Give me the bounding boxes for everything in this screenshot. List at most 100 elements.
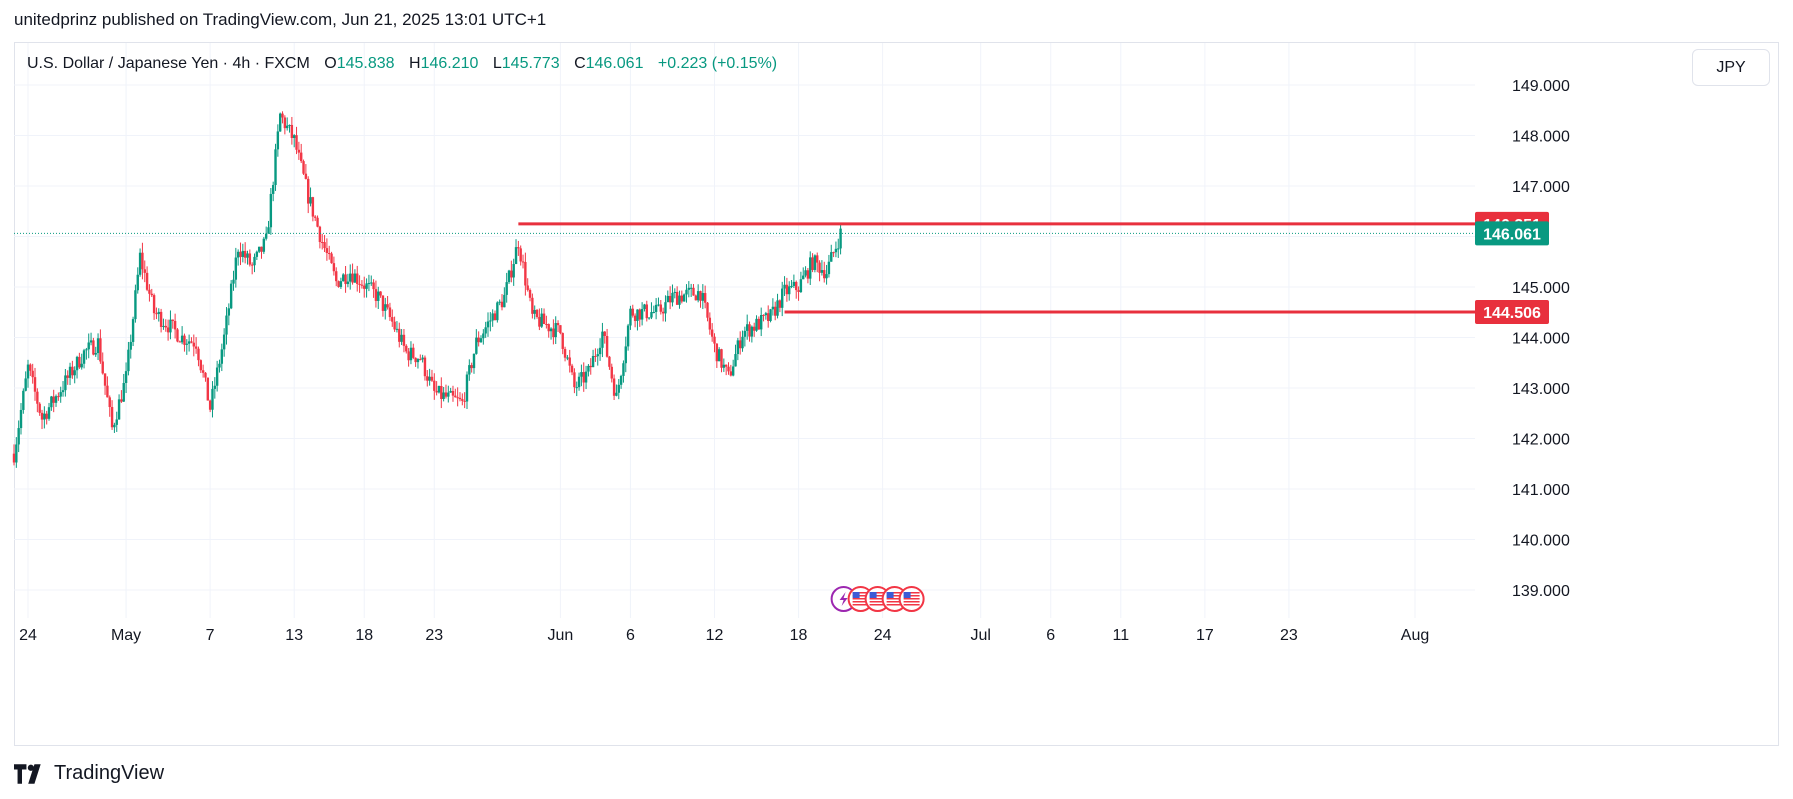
candle-body: [260, 246, 263, 252]
candle-body: [680, 295, 684, 302]
candle-body: [720, 349, 723, 368]
candle-body: [703, 293, 707, 303]
candle-body: [540, 313, 543, 327]
candle-body: [776, 300, 779, 316]
flag-stripe: [869, 601, 886, 603]
candle-body: [741, 336, 744, 349]
candle-body: [360, 284, 364, 286]
tradingview-logo-icon: [14, 763, 41, 784]
candle-body: [206, 377, 210, 401]
candle-body: [138, 252, 142, 275]
candle-body: [94, 353, 97, 355]
candle-body: [750, 326, 754, 337]
candle-body: [253, 256, 256, 266]
close-key: C: [574, 55, 586, 72]
candle-body: [699, 291, 702, 301]
candle-body: [563, 348, 567, 358]
candle-body: [542, 313, 546, 324]
candle-body: [568, 357, 571, 366]
flag-stripe: [903, 595, 920, 597]
candle-body: [629, 308, 632, 326]
candle-body: [764, 313, 768, 316]
candle-body: [692, 287, 695, 296]
candle-body: [239, 251, 242, 257]
candle-body: [274, 149, 277, 185]
candle-body: [767, 313, 770, 321]
candle-body: [830, 252, 833, 262]
currency-button[interactable]: JPY: [1692, 49, 1770, 86]
candle-body: [832, 252, 835, 254]
candle-body: [575, 387, 578, 389]
candle-body: [748, 324, 751, 337]
candle-body: [603, 331, 606, 337]
candle-body: [519, 248, 522, 262]
candle-body: [218, 363, 221, 368]
candle-body: [430, 376, 434, 381]
candle-body: [92, 340, 95, 355]
candle-body: [173, 320, 177, 330]
x-tick-label: 7: [206, 627, 215, 644]
flag-stripe: [852, 598, 869, 600]
candle-body: [437, 385, 441, 393]
candle-body: [400, 334, 403, 342]
candle-body: [675, 291, 679, 305]
candle-body: [633, 315, 637, 321]
candle-body: [839, 228, 842, 249]
candle-body: [241, 250, 245, 257]
footer-brand[interactable]: TradingView: [14, 762, 164, 785]
candle-body: [227, 308, 231, 316]
y-tick-label: 142.000: [1512, 432, 1570, 449]
candle-body: [654, 304, 658, 312]
candle-body: [722, 364, 726, 368]
candle-body: [96, 338, 100, 354]
candle-body: [601, 331, 604, 348]
flag-stripe: [886, 592, 903, 594]
candle-body: [106, 385, 109, 398]
x-tick-label: 18: [355, 627, 373, 644]
candle-body: [204, 372, 207, 378]
flag-stripe: [852, 601, 869, 603]
candle-body: [73, 370, 76, 376]
candle-body: [314, 216, 317, 218]
candle-body: [589, 365, 592, 368]
candle-body: [809, 257, 812, 279]
candle-body: [591, 355, 595, 368]
candle-body: [738, 340, 742, 349]
candle-body: [442, 392, 445, 399]
change-value: +0.223 (+0.15%): [657, 55, 778, 72]
candle-body: [428, 376, 431, 381]
flag-stripe: [869, 592, 886, 594]
candle-body: [514, 247, 518, 265]
candle-body: [17, 428, 20, 445]
candle-body: [54, 396, 58, 403]
candle-body: [615, 392, 618, 396]
flag-stripe: [903, 604, 920, 606]
x-tick-label: 18: [790, 627, 808, 644]
candle-body: [293, 135, 296, 138]
candle-body: [760, 314, 763, 330]
chart-legend: U.S. Dollar / Japanese Yen · 4h · FXCM O…: [27, 55, 777, 73]
candle-body: [59, 392, 62, 397]
candle-body: [405, 345, 408, 352]
candle-body: [323, 242, 326, 249]
candle-body: [652, 311, 655, 313]
high-key: H: [409, 55, 421, 72]
candle-body: [827, 261, 831, 275]
candle-body: [617, 384, 620, 393]
candle-body: [120, 399, 123, 402]
footer-brand-label: TradingView: [54, 762, 165, 784]
x-tick-label: 24: [874, 627, 892, 644]
y-tick-label: 147.000: [1512, 179, 1570, 196]
candle-body: [818, 262, 821, 273]
candle-body: [185, 343, 188, 345]
candle-body: [816, 255, 819, 263]
candle-body: [612, 378, 616, 396]
candle-body: [351, 273, 354, 283]
y-tick-label: 145.000: [1512, 280, 1570, 297]
candle-body: [517, 247, 520, 249]
candle-body: [145, 272, 149, 290]
candle-body: [795, 281, 798, 291]
candle-body: [745, 324, 749, 331]
candle-body: [507, 270, 511, 283]
